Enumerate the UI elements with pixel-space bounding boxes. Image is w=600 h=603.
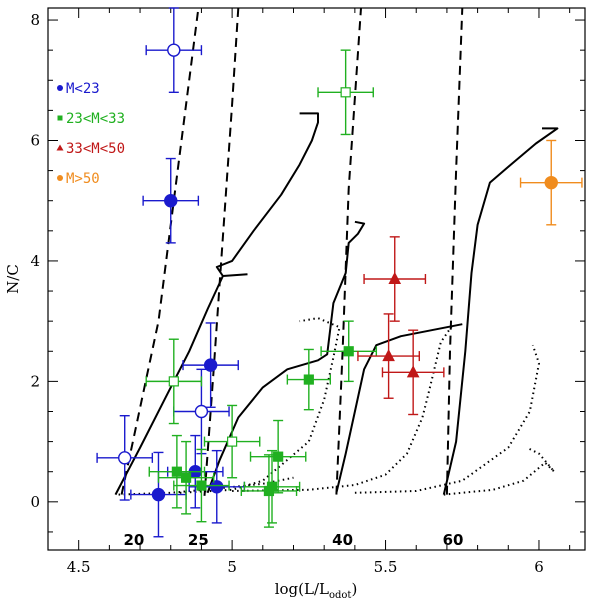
x-axis-title: log(L/Lodot)	[275, 580, 358, 601]
point-33-M-50-1	[363, 236, 427, 322]
point-M-23-4	[173, 368, 230, 455]
point-23-M-33-8	[157, 440, 215, 515]
legend-item-2: 23<M<33	[57, 111, 125, 127]
legend-label: 23<M<33	[66, 111, 125, 127]
point-23-M-33-6	[249, 419, 307, 494]
point-M-23-8	[130, 451, 187, 538]
mass-labels: 20 25 40 60	[123, 531, 463, 549]
y-tick-label: 4	[30, 252, 40, 270]
point-M-23-7	[188, 449, 246, 524]
dashed-track-1	[120, 7, 200, 495]
solid-track-1	[114, 273, 248, 496]
y-tick-label: 0	[30, 493, 40, 511]
solid-track-5	[442, 127, 559, 495]
point-23-M-33-3	[203, 404, 261, 479]
model-tracks	[114, 7, 559, 496]
mass-label-20: 20	[123, 531, 144, 549]
x-tick-label: 5.5	[374, 558, 398, 576]
mass-label-40: 40	[332, 531, 353, 549]
y-tick-label: 6	[30, 131, 40, 149]
point-23-M-33-7	[148, 434, 206, 509]
legend-label: 33<M<50	[66, 141, 125, 157]
x-tick-label: 5	[227, 558, 237, 576]
legend-item-1: M<23	[57, 81, 100, 97]
dashed-track-2	[203, 7, 240, 496]
y-tick-label: 2	[30, 372, 40, 390]
dotted-track-5	[443, 446, 556, 496]
point-M-23-3	[182, 322, 239, 408]
point-23-M-33-11	[240, 454, 298, 528]
legend-item-4: M>50	[57, 171, 100, 187]
point-23-M-33-4	[320, 320, 378, 383]
point-M-23-5	[96, 415, 154, 501]
x-tick-label: 6	[534, 558, 544, 576]
legend: M<23 23<M<33 33<M<50 M>50	[56, 81, 125, 187]
point-23-M-33-2	[145, 338, 203, 425]
point-23-M-33-9	[173, 448, 230, 523]
point-M-50-1	[519, 139, 583, 226]
x-tick-label: 4.5	[67, 558, 91, 576]
point-33-M-50-3	[381, 329, 445, 416]
solid-track-2	[215, 112, 319, 277]
legend-label: M>50	[66, 171, 100, 187]
point-M-23-2	[142, 157, 200, 244]
point-23-M-33-1	[317, 49, 374, 136]
dotted-track-4	[354, 344, 540, 494]
dashed-track-3	[335, 7, 362, 495]
solid-track-4	[335, 323, 463, 494]
point-M-23-1	[145, 7, 203, 94]
y-tick-label: 8	[30, 11, 40, 29]
point-33-M-50-2	[357, 313, 420, 399]
mass-label-25: 25	[188, 531, 209, 549]
point-23-M-33-5	[286, 348, 332, 411]
dashed-track-4	[445, 7, 464, 495]
data-points	[96, 7, 583, 538]
legend-item-3: 33<M<50	[56, 141, 125, 157]
solid-track-3	[206, 220, 366, 494]
dotted-track-3	[232, 323, 454, 492]
y-axis-title: N/C	[4, 264, 22, 294]
plot-frame	[47, 7, 586, 551]
mass-label-60: 60	[443, 531, 464, 549]
legend-label: M<23	[66, 81, 100, 97]
